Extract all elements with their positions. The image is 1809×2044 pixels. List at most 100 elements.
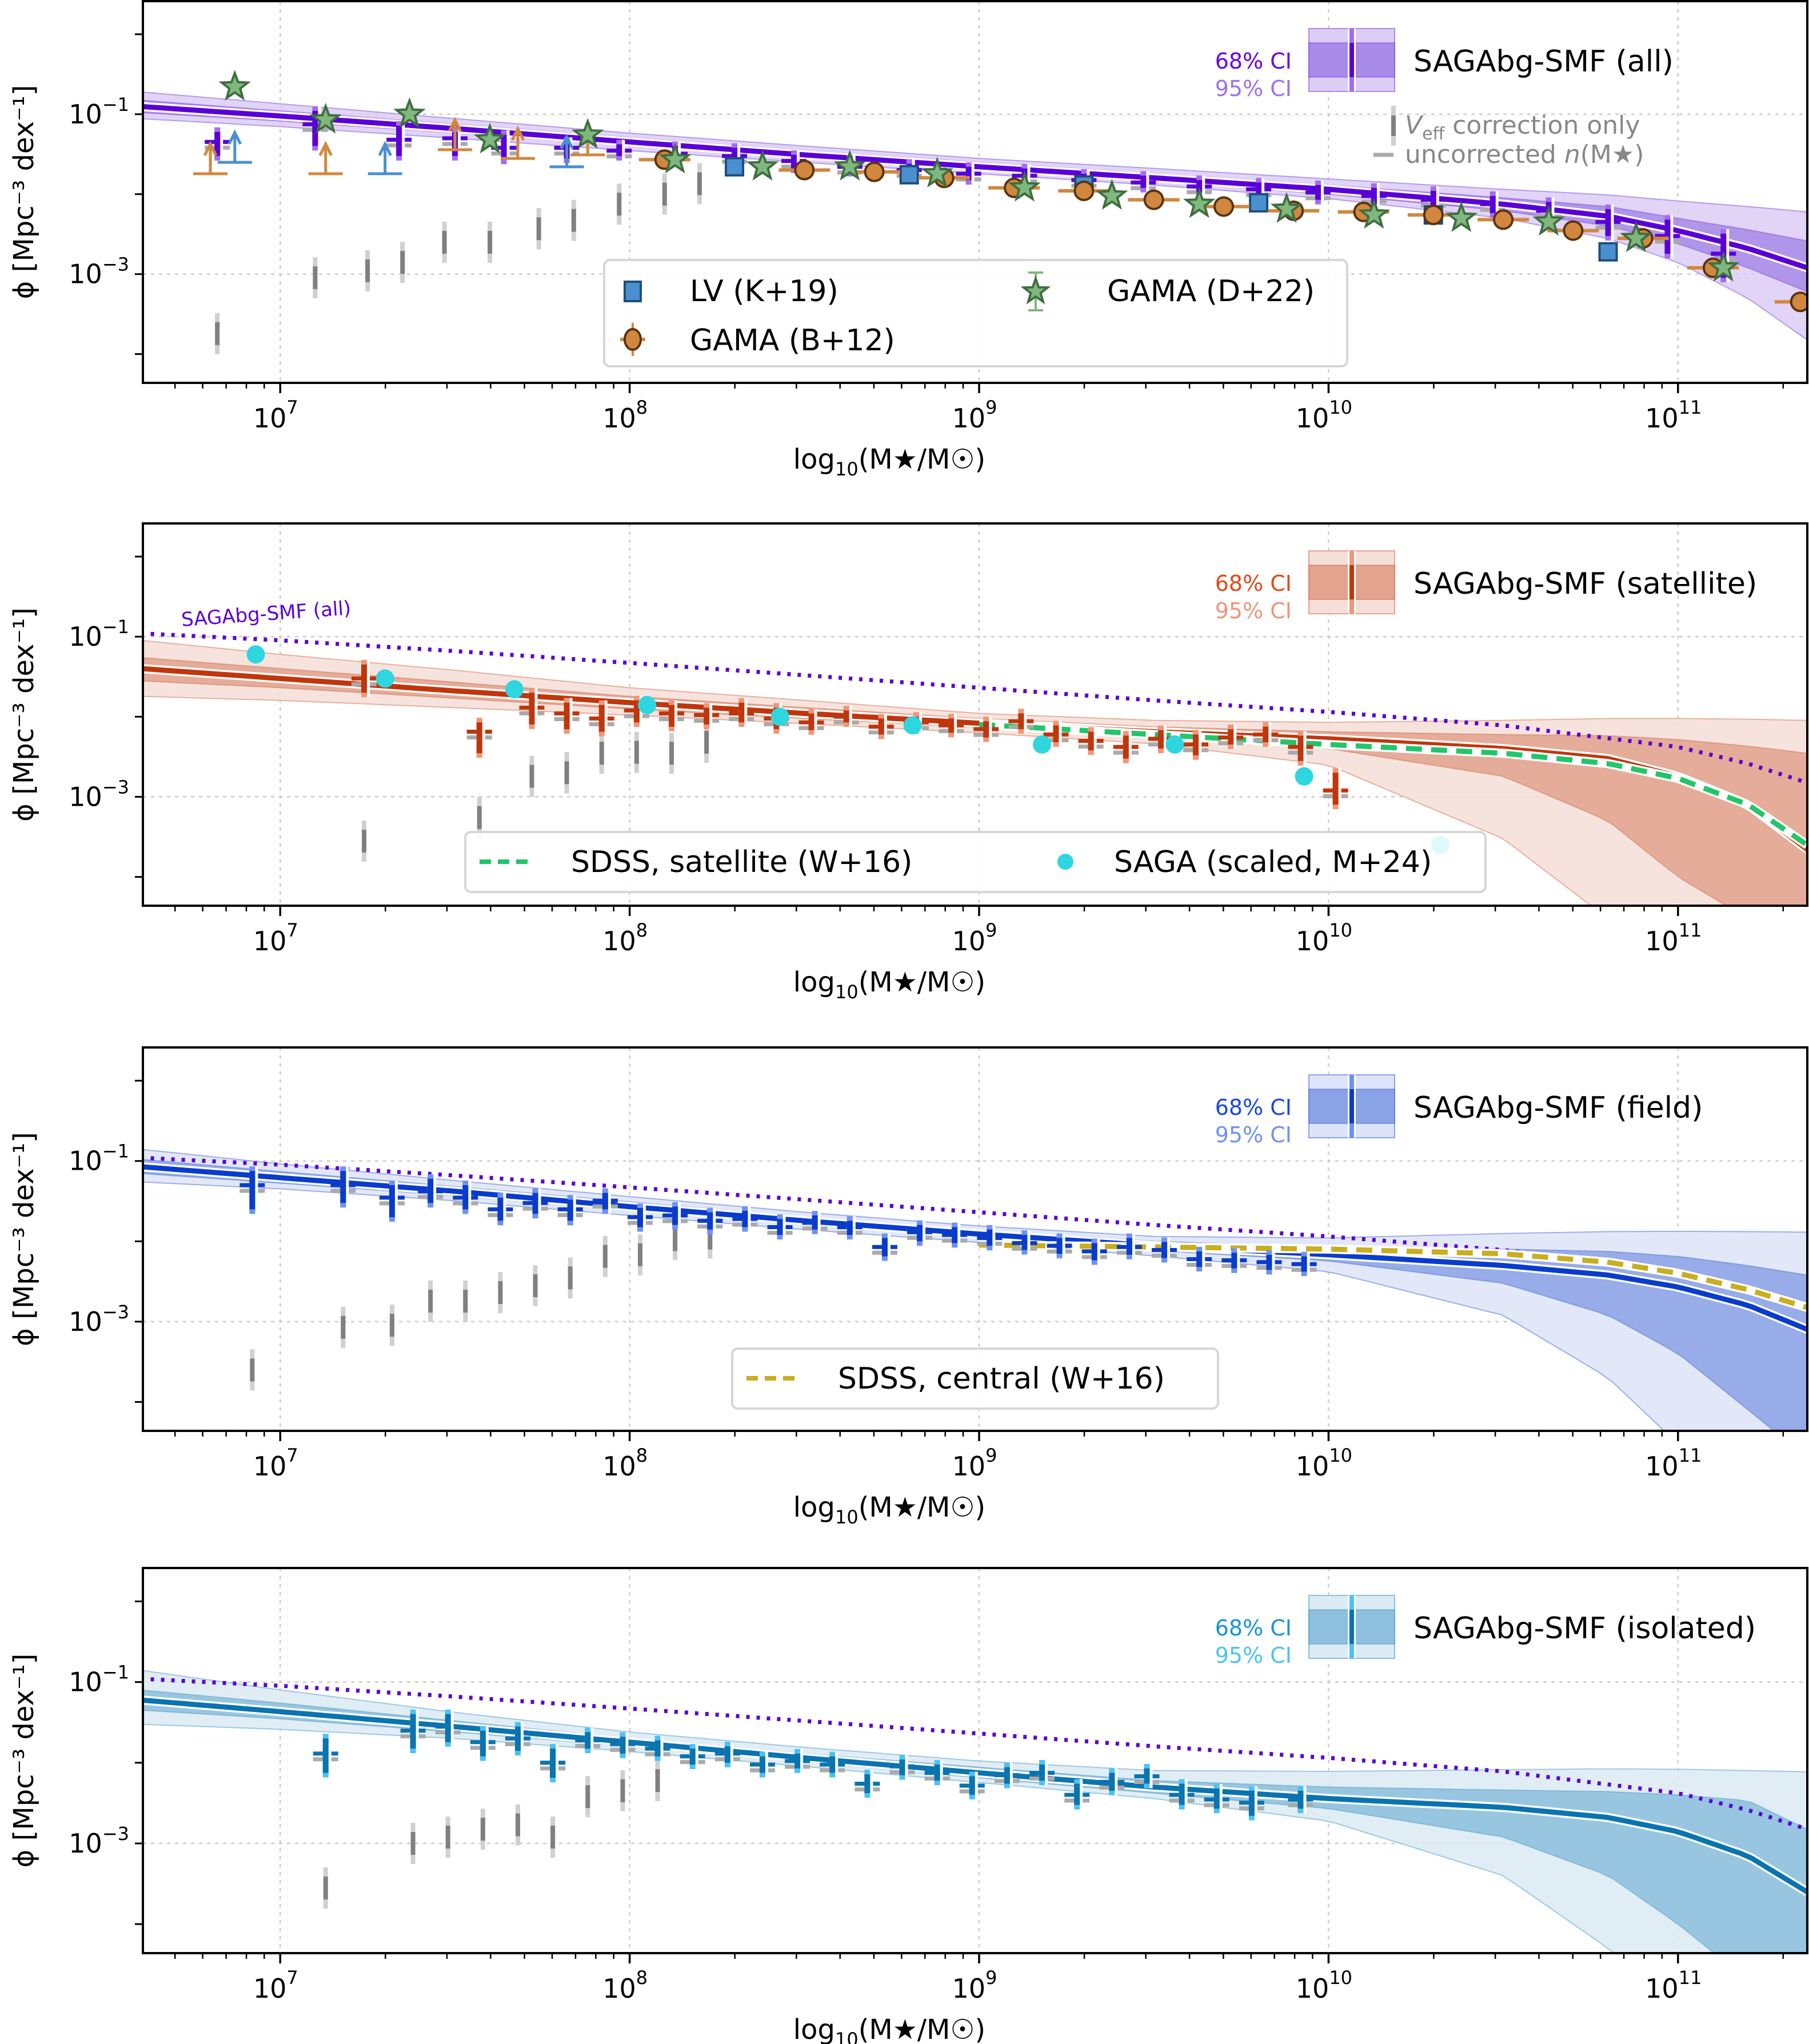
x-tick-label: 1011 bbox=[1645, 397, 1702, 434]
plot-area bbox=[143, 1568, 1807, 1953]
y-tick-label: 10−3 bbox=[69, 1823, 129, 1859]
data-legend-box bbox=[603, 259, 1348, 367]
saga-marker bbox=[505, 680, 524, 699]
veff-legend-label: Veff correction only bbox=[1405, 111, 1640, 144]
uncorrected-legend-label: uncorrected n(M★) bbox=[1405, 140, 1644, 169]
x-tick-label: 1011 bbox=[1645, 919, 1702, 957]
gama-b12-marker bbox=[1213, 196, 1234, 217]
gama-b12-marker bbox=[1493, 209, 1514, 230]
data-legend-box bbox=[731, 1347, 1219, 1410]
axes-frame bbox=[142, 1567, 1808, 1954]
x-tick-label: 109 bbox=[952, 1445, 997, 1482]
gama-b12-marker bbox=[794, 159, 815, 181]
ci68-label: 68% CI bbox=[1215, 1095, 1292, 1120]
y-axis-label: ϕ [Mpc⁻³ dex⁻¹] bbox=[8, 85, 40, 299]
axes-frame bbox=[142, 522, 1808, 907]
legend-saga-label: SAGA (scaled, M+24) bbox=[1114, 845, 1432, 879]
panel-all: 107 108 109 1010 1011 10−1 10−3 log10(M★/M☉) ϕ [… bbox=[8, 0, 1808, 480]
lv-marker bbox=[1598, 242, 1618, 262]
plot-area bbox=[143, 1047, 1807, 1431]
y-tick-label: 10−3 bbox=[69, 1301, 129, 1337]
gama-d22-marker bbox=[572, 118, 604, 149]
x-tick-label: 107 bbox=[253, 397, 298, 434]
model-legend-label: SAGAbg-SMF (all) bbox=[1413, 45, 1674, 79]
all-smf-dotted-line bbox=[143, 1677, 1807, 1831]
legend-saga-marker bbox=[1057, 854, 1073, 870]
data-legend: SDSS, central (W+16) bbox=[731, 1347, 1219, 1410]
saga-marker bbox=[1033, 735, 1052, 754]
median-line bbox=[143, 1164, 1807, 1332]
legend-d22-marker bbox=[1020, 275, 1051, 305]
saga-marker bbox=[903, 716, 922, 735]
median-line bbox=[143, 666, 1807, 852]
panel-isolated: 107 108 109 1010 1011 10−1 10−3 log10(M★/M☉) ϕ [… bbox=[8, 1567, 1808, 2044]
saga-marker bbox=[376, 669, 394, 688]
data-legend: SDSS, satellite (W+16) SAGA (scaled, M+24… bbox=[464, 831, 1487, 893]
saga-marker bbox=[770, 707, 789, 726]
gama-b12-marker bbox=[1143, 189, 1164, 210]
lower-limit-arrowhead bbox=[560, 134, 574, 149]
plot-area bbox=[143, 1, 1807, 383]
legend-b12-marker bbox=[624, 328, 642, 351]
gama-d22-marker bbox=[1008, 170, 1041, 202]
gama-d22-marker bbox=[1270, 192, 1303, 223]
model-legend-label: SAGAbg-SMF (isolated) bbox=[1413, 1611, 1756, 1646]
gama-d22-marker bbox=[746, 150, 779, 181]
axes-frame bbox=[142, 0, 1808, 384]
gama-b12-marker bbox=[1563, 220, 1584, 241]
lower-limit-arrowhead bbox=[510, 125, 525, 141]
saga-marker bbox=[246, 645, 265, 664]
gama-d22-marker bbox=[1620, 221, 1652, 253]
x-tick-label: 1010 bbox=[1296, 397, 1352, 434]
gama-d22-marker bbox=[1096, 179, 1128, 210]
ci68-band bbox=[143, 1689, 1807, 1953]
lv-marker bbox=[725, 157, 745, 177]
x-tick-label: 1011 bbox=[1645, 1445, 1702, 1482]
panel-field: 107 108 109 1010 1011 10−1 10−3 log10(M★/M☉) ϕ [… bbox=[8, 1046, 1808, 1528]
ci68-label: 68% CI bbox=[1215, 571, 1292, 596]
x-axis-label: log10(M★/M☉) bbox=[793, 1491, 985, 1528]
x-tick-label: 108 bbox=[602, 1445, 648, 1482]
legend-d22-label: GAMA (D+22) bbox=[1107, 274, 1315, 309]
gama-d22-marker bbox=[309, 102, 342, 134]
all-smf-annotation: SAGAbg-SMF (all) bbox=[181, 597, 352, 631]
y-axis-label: ϕ [Mpc⁻³ dex⁻¹] bbox=[8, 1132, 40, 1346]
x-axis-label: log10(M★/M☉) bbox=[793, 2014, 985, 2044]
x-tick-label: 107 bbox=[253, 1967, 298, 2004]
gama-d22-marker bbox=[1183, 187, 1216, 218]
lower-limit-arrowhead bbox=[318, 141, 333, 157]
gama-b12-marker bbox=[864, 161, 885, 182]
saga-marker bbox=[638, 695, 657, 714]
gama-d22-marker bbox=[1532, 205, 1565, 236]
data-legend: LV (K+19) GAMA (D+22) GAMA (B+12) bbox=[603, 259, 1348, 367]
gama-d22-marker bbox=[658, 142, 692, 174]
ci68-label: 68% CI bbox=[1215, 49, 1292, 74]
x-tick-label: 1010 bbox=[1296, 1445, 1352, 1482]
gama-d22-marker bbox=[218, 70, 251, 101]
x-tick-label: 109 bbox=[952, 1967, 997, 2004]
y-tick-label: 10−3 bbox=[69, 254, 129, 290]
lower-limit-arrowhead bbox=[448, 117, 462, 133]
plot-area bbox=[143, 523, 1807, 906]
y-tick-label: 10−1 bbox=[69, 1141, 129, 1177]
legend-b12-label: GAMA (B+12) bbox=[690, 323, 895, 358]
lv-marker bbox=[899, 165, 919, 185]
panel-satellite: 107 108 109 1010 1011 10−1 10−3 log10(M★/M☉) ϕ [… bbox=[8, 522, 1808, 1003]
y-tick-label: 10−1 bbox=[69, 94, 129, 130]
x-tick-label: 108 bbox=[602, 1967, 648, 2004]
gama-d22-marker bbox=[833, 150, 866, 181]
lv-marker bbox=[1249, 193, 1269, 213]
lower-limit-arrowhead bbox=[227, 129, 242, 145]
saga-marker bbox=[1165, 735, 1184, 754]
gama-b12-marker bbox=[1423, 205, 1444, 226]
ci95-band bbox=[143, 640, 1807, 906]
ci95-label: 95% CI bbox=[1215, 1643, 1292, 1668]
x-tick-label: 107 bbox=[253, 1445, 298, 1482]
reference-curve bbox=[979, 722, 1807, 847]
x-tick-label: 107 bbox=[253, 919, 298, 957]
gama-d22-marker bbox=[1445, 201, 1478, 232]
